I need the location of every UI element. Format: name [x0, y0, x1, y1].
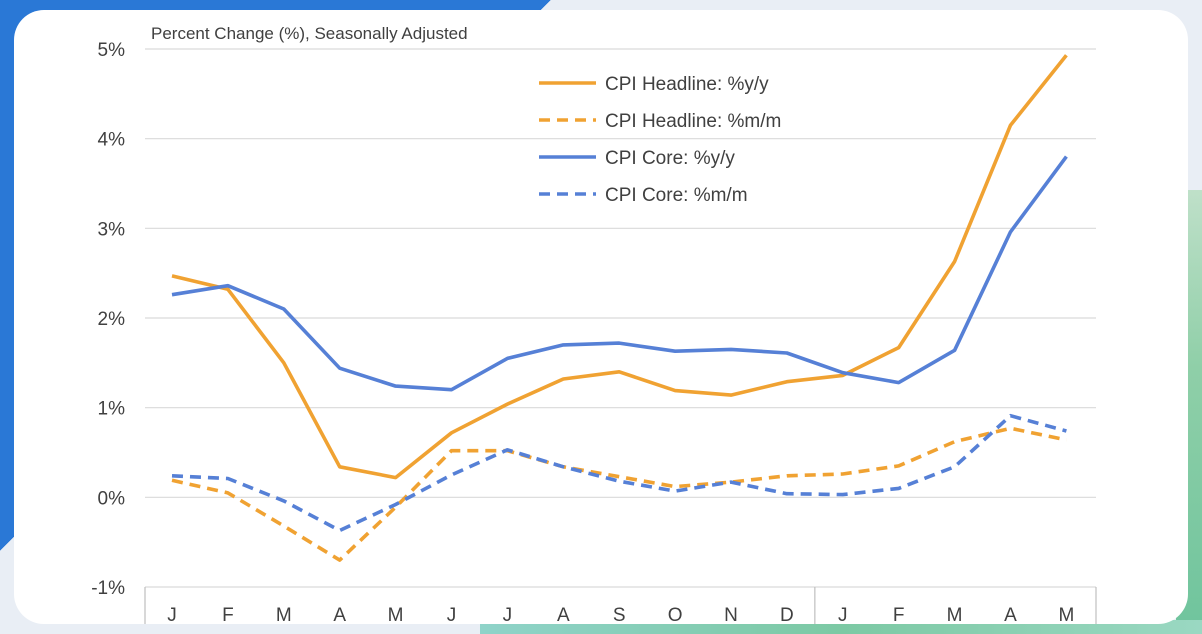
x-tick-label: M	[947, 605, 963, 624]
series-line-1	[171, 54, 1068, 480]
x-tick-label: O	[668, 605, 683, 624]
x-tick-label: M	[1058, 605, 1074, 624]
series-line-4	[171, 413, 1067, 533]
chart-card: Percent Change (%), Seasonally Adjusted …	[14, 10, 1188, 624]
legend-label: CPI Headline: %y/y	[605, 74, 769, 95]
y-tick-label: 1%	[98, 399, 126, 420]
x-tick-label: A	[333, 605, 346, 624]
series-lines	[171, 54, 1068, 562]
legend-label: CPI Core: %m/m	[605, 185, 748, 206]
x-tick-label: D	[780, 605, 794, 624]
x-tick-label: S	[613, 605, 626, 624]
x-tick-label: M	[276, 605, 292, 624]
y-axis-title: Percent Change (%), Seasonally Adjusted	[151, 24, 468, 43]
x-tick-label: J	[447, 605, 457, 624]
x-tick-label: J	[503, 605, 513, 624]
x-tick-label: J	[167, 605, 177, 624]
y-tick-label: -1%	[91, 578, 125, 599]
y-tick-label: 5%	[98, 40, 126, 61]
y-tick-label: 2%	[98, 309, 126, 330]
legend-label: CPI Core: %y/y	[605, 148, 735, 169]
x-tick-label: A	[557, 605, 570, 624]
y-tick-label: 0%	[98, 488, 126, 509]
legend: CPI Headline: %y/y CPI Headline: %m/m CPI …	[539, 74, 781, 206]
y-tick-labels: 5% 4% 3% 2% 1% 0% -1%	[91, 40, 125, 599]
y-tick-label: 3%	[98, 219, 126, 240]
x-tick-label: F	[893, 605, 905, 624]
x-tick-label: M	[388, 605, 404, 624]
x-tick-label: N	[724, 605, 738, 624]
series-line-3	[171, 155, 1068, 392]
legend-label: CPI Headline: %m/m	[605, 111, 781, 132]
x-tick-label: J	[838, 605, 848, 624]
x-tick-label: F	[222, 605, 234, 624]
series-line-2	[171, 426, 1067, 562]
x-tick-label: A	[1004, 605, 1017, 624]
gridlines	[145, 48, 1096, 588]
cpi-line-chart: Percent Change (%), Seasonally Adjusted …	[91, 24, 1097, 624]
y-tick-label: 4%	[98, 130, 126, 151]
